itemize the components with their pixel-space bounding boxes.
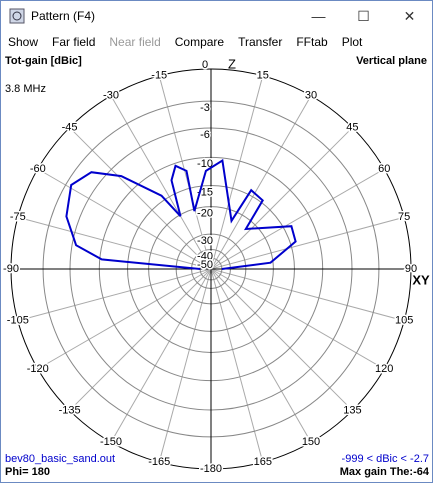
- radial-grid-line: [210, 216, 405, 270]
- radial-grid-line: [210, 75, 264, 270]
- z-axis-label: Z: [228, 56, 236, 71]
- angle-label: -105: [7, 315, 29, 327]
- menu-item[interactable]: Show: [8, 35, 39, 49]
- ring-label: -40: [197, 250, 213, 262]
- radial-grid-line: [158, 75, 212, 270]
- angle-label: 165: [254, 456, 272, 468]
- angle-label: 90: [405, 263, 417, 275]
- maximize-button[interactable]: ☐: [357, 8, 370, 24]
- ring-label: -20: [197, 208, 213, 220]
- radial-grid-line: [69, 127, 212, 270]
- ring-label: -3: [200, 102, 210, 114]
- angle-label: -45: [62, 121, 78, 133]
- angle-label: 120: [375, 363, 393, 375]
- gain-pattern: [65, 158, 297, 270]
- radial-grid-line: [17, 268, 212, 322]
- angle-label: -30: [103, 90, 119, 102]
- menu-item[interactable]: FFtab: [296, 35, 328, 49]
- angle-label: 60: [378, 163, 390, 175]
- title-bar: Pattern (F4) — ☐ ✕: [1, 1, 432, 31]
- radial-grid-line: [37, 268, 212, 370]
- ring-label: -30: [197, 235, 213, 247]
- plane-label: Vertical plane: [356, 55, 427, 67]
- radial-grid-line: [210, 127, 353, 270]
- radial-grid-line: [158, 268, 212, 463]
- radial-grid-line: [110, 268, 212, 443]
- menu-item[interactable]: Far field: [52, 35, 96, 49]
- angle-label: -60: [30, 163, 46, 175]
- angle-label: 30: [305, 90, 317, 102]
- frequency: 3.8 MHz: [5, 83, 46, 95]
- angle-label: -180: [200, 463, 222, 475]
- angle-label: -15: [151, 70, 167, 82]
- minimize-button[interactable]: —: [311, 8, 326, 24]
- angle-label: -90: [3, 263, 19, 275]
- angle-label: -150: [100, 436, 122, 448]
- xy-axis-label: XY: [412, 272, 430, 287]
- angle-label: 75: [398, 211, 410, 223]
- menu-bar: Show Far field Near field Compare Transfer FF…: [1, 31, 432, 53]
- menu-item[interactable]: Plot: [341, 35, 363, 49]
- radial-grid-line: [210, 268, 264, 463]
- phi-label: Phi= 180: [5, 466, 50, 478]
- polar-plot: Tot-gain [dBic] Vertical plane 3.8 MHz b…: [2, 55, 430, 478]
- ring-label: -6: [200, 129, 210, 141]
- angle-label: 150: [302, 436, 320, 448]
- radial-grid-line: [210, 268, 353, 411]
- angle-label: -165: [148, 456, 170, 468]
- menu-item[interactable]: Compare: [174, 35, 225, 49]
- radial-grid-line: [210, 268, 312, 443]
- menu-item[interactable]: Near field: [109, 35, 161, 49]
- radial-grid-line: [210, 168, 385, 270]
- angle-label: 105: [395, 315, 413, 327]
- close-button[interactable]: ✕: [403, 8, 416, 24]
- window-title: Pattern (F4): [31, 9, 96, 23]
- radial-grid-line: [69, 268, 212, 411]
- gain-range: -999 < dBic < -2.7: [342, 453, 429, 465]
- max-gain: Max gain The:-64: [340, 466, 430, 478]
- ring-label: 0: [202, 59, 208, 71]
- app-icon: [9, 8, 25, 24]
- plot-title: Tot-gain [dBic]: [5, 55, 82, 67]
- radial-grid-line: [210, 95, 312, 270]
- angle-label: 15: [257, 70, 269, 82]
- radial-grid-line: [37, 168, 212, 270]
- angle-label: 135: [343, 404, 361, 416]
- file-name: bev80_basic_sand.out: [5, 453, 115, 465]
- menu-item[interactable]: Transfer: [238, 35, 283, 49]
- angle-label: 45: [346, 121, 358, 133]
- radial-grid-line: [17, 216, 212, 270]
- radial-grid-line: [210, 268, 405, 322]
- angle-label: -75: [10, 211, 26, 223]
- ring-label: -50: [197, 259, 213, 271]
- radial-grid-line: [210, 268, 385, 370]
- angle-label: -135: [59, 404, 81, 416]
- angle-label: -120: [27, 363, 49, 375]
- radial-grid-line: [110, 95, 212, 270]
